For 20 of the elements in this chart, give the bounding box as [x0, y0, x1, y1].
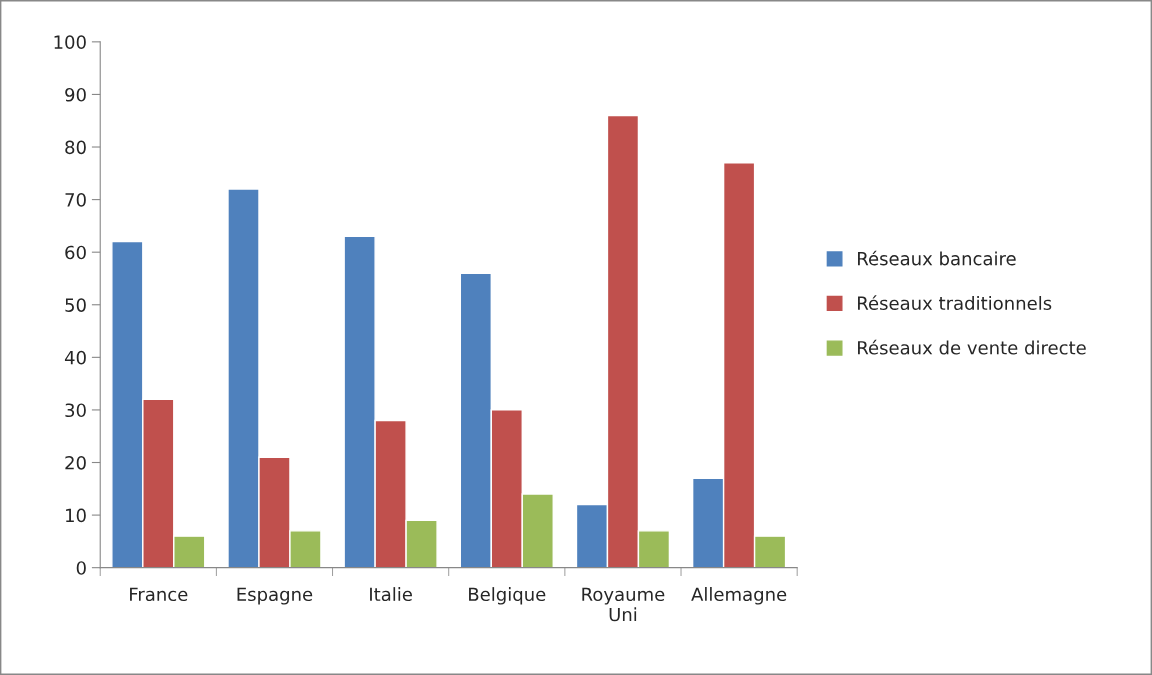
x-tick-label: Belgique [469, 587, 546, 605]
x-tick-label: Espagne [237, 587, 313, 605]
x-tick-label: Allemagne [691, 587, 787, 605]
y-tick-label: 30 [65, 403, 86, 418]
y-tick-label: 90 [65, 87, 86, 102]
y-tick-label: 70 [65, 193, 86, 207]
x-tick-label: Italie [370, 587, 412, 602]
y-tick-label: 100 [54, 35, 86, 49]
x-tick-label: Royaume Uni [582, 587, 665, 622]
y-tick-label: 50 [65, 298, 86, 312]
y-tick-label: 0 [76, 561, 86, 575]
legend-label: Réseaux de vente directe [858, 339, 1086, 355]
x-tick-label: France [130, 587, 188, 602]
y-tick-label: 80 [65, 140, 86, 155]
y-tick-label: 40 [64, 350, 86, 365]
y-tick-label: 60 [65, 245, 86, 260]
legend-label: Réseaux bancaire [858, 250, 1016, 266]
y-tick-label: 10 [66, 508, 86, 523]
y-tick-label: 20 [65, 455, 86, 470]
legend-label: Réseaux traditionnels [858, 295, 1052, 310]
